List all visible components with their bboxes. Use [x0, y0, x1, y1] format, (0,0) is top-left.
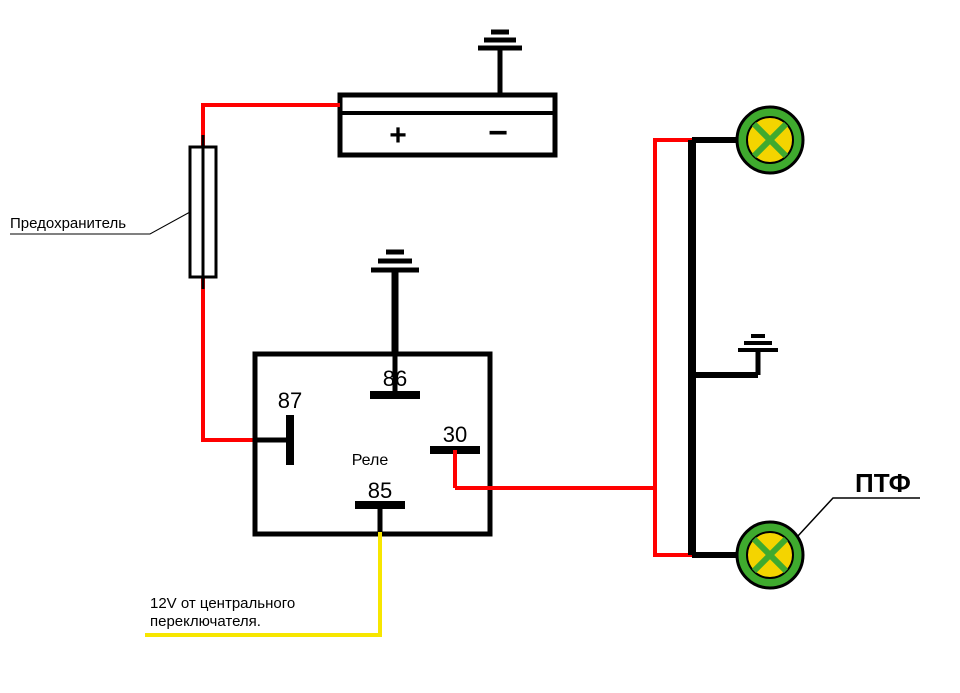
relay-icon: 86 87 30 85 Реле — [255, 354, 490, 534]
pin85-label: 85 — [368, 478, 392, 503]
wire-battery-to-relay — [203, 105, 340, 440]
switch-label-2: переключателя. — [150, 613, 261, 630]
switch-label-1: 12V от центрального — [150, 595, 295, 612]
switch-label-group: 12V от центрального переключателя. — [150, 595, 295, 630]
ptf-label-group: ПТФ — [797, 468, 920, 537]
battery-icon: + − — [340, 95, 555, 155]
fuse-label-group: Предохранитель — [10, 212, 190, 234]
battery-minus-label: − — [488, 114, 508, 152]
ptf-label: ПТФ — [855, 468, 911, 498]
lamp-bottom-icon — [737, 522, 803, 588]
battery-plus-label: + — [389, 119, 407, 152]
lamp-top-icon — [737, 107, 803, 173]
fuse-label: Предохранитель — [10, 215, 126, 232]
pin87-label: 87 — [278, 388, 302, 413]
pin86-label: 86 — [383, 366, 407, 391]
pin30-label: 30 — [443, 422, 467, 447]
wire-lamp-bus — [692, 140, 758, 555]
ground-battery-icon — [478, 32, 522, 95]
ground-relay-icon — [371, 252, 419, 354]
wiring-diagram: + − Предохранитель 86 — [0, 0, 960, 693]
ground-right-icon — [738, 336, 778, 375]
relay-label: Реле — [352, 452, 389, 469]
fuse-icon — [190, 135, 216, 289]
